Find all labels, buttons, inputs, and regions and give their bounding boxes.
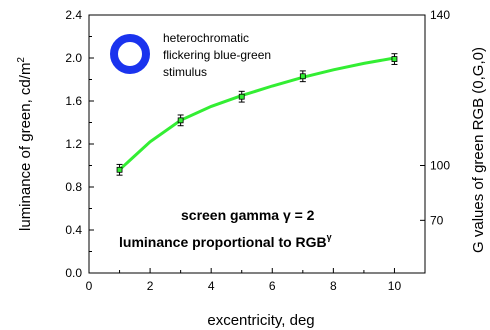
y-axis-ticks: 0.0 0.4 0.8 1.2 1.6 2.0 2.4 xyxy=(65,8,94,280)
data-points xyxy=(116,53,398,176)
right-axis-ticks: 70 100 140 xyxy=(420,8,450,227)
y-axis-title: luminance of green, cd/m2 xyxy=(16,57,34,231)
x-tick-label: 6 xyxy=(269,279,276,293)
y-axis-title-main: luminance of green, cd/m xyxy=(17,63,34,231)
data-point xyxy=(116,166,123,173)
y-tick-label: 1.2 xyxy=(65,137,82,151)
annotation-proportional-superscript: γ xyxy=(327,232,332,242)
x-tick-label: 8 xyxy=(330,279,337,293)
legend-line-1: heterochromatic xyxy=(163,31,249,45)
legend-line-2: flickering blue-green xyxy=(163,48,271,62)
y-tick-label: 1.6 xyxy=(65,94,82,108)
annotation-proportional-main: luminance proportional to RGB xyxy=(119,234,327,250)
right-axis-tick-label: 70 xyxy=(430,213,444,227)
x-axis-ticks: 0 2 4 6 8 10 xyxy=(86,268,402,293)
x-tick-label: 2 xyxy=(147,279,154,293)
x-tick-label: 0 xyxy=(86,279,93,293)
y-tick-label: 0.4 xyxy=(65,223,82,237)
legend-ring-icon xyxy=(110,34,150,74)
x-tick-label: 4 xyxy=(208,279,215,293)
x-axis-title: excentricity, deg xyxy=(207,312,314,329)
annotation-gamma: screen gamma γ = 2 xyxy=(181,207,315,223)
fit-curve xyxy=(118,56,395,171)
y-tick-label: 0.0 xyxy=(65,266,82,280)
data-point xyxy=(391,56,398,62)
right-axis-tick-label: 140 xyxy=(430,8,450,22)
y-axis-title-superscript: 2 xyxy=(16,57,27,63)
data-point xyxy=(177,117,184,124)
y-tick-label: 2.0 xyxy=(65,51,82,65)
right-axis-title: G values of green RGB (0,G,0) xyxy=(470,47,487,253)
annotation-proportional: luminance proportional to RGBγ xyxy=(119,232,332,250)
x-tick-label: 10 xyxy=(388,279,402,293)
y-tick-label: 0.8 xyxy=(65,180,82,194)
data-point xyxy=(238,93,245,100)
data-point xyxy=(299,73,306,80)
right-axis-tick-label: 100 xyxy=(430,159,450,173)
y-tick-label: 2.4 xyxy=(65,8,82,22)
legend-line-3: stimulus xyxy=(163,65,207,79)
